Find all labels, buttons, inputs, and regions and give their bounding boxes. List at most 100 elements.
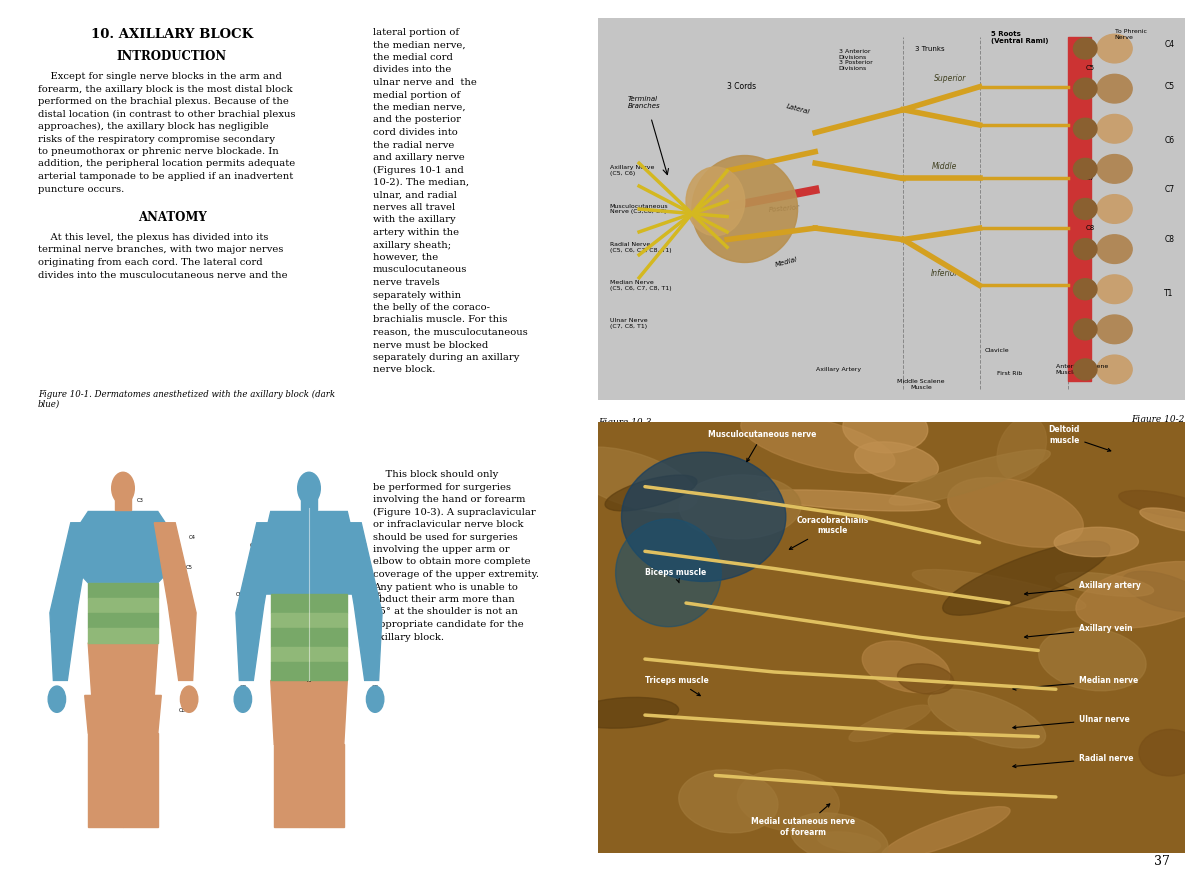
Ellipse shape [570, 698, 679, 728]
Text: 3 Cords: 3 Cords [727, 82, 756, 92]
Text: performed on the brachial plexus. Because of the: performed on the brachial plexus. Becaus… [38, 97, 289, 106]
Ellipse shape [566, 447, 697, 512]
Polygon shape [271, 662, 347, 680]
Text: C3: C3 [306, 486, 312, 491]
Text: T2: T2 [128, 558, 136, 563]
Ellipse shape [234, 686, 252, 712]
Text: and axillary nerve: and axillary nerve [373, 153, 464, 162]
Text: artery within the: artery within the [373, 228, 460, 237]
Polygon shape [124, 733, 158, 827]
Polygon shape [271, 628, 347, 647]
Text: 10-2). The median,: 10-2). The median, [373, 178, 469, 187]
Ellipse shape [622, 452, 786, 581]
Text: elbow to obtain more complete: elbow to obtain more complete [373, 558, 530, 567]
Text: Medial cutaneous nerve
of forearm: Medial cutaneous nerve of forearm [751, 804, 856, 837]
Polygon shape [89, 583, 158, 598]
Text: C8: C8 [372, 685, 379, 691]
Text: C5: C5 [186, 566, 193, 570]
Text: Except for single nerve blocks in the arm and: Except for single nerve blocks in the ar… [38, 72, 282, 81]
Ellipse shape [1139, 730, 1200, 776]
Text: cord divides into: cord divides into [373, 128, 457, 137]
Text: Median Nerve
(C5, C6, C7, C8, T1): Median Nerve (C5, C6, C7, C8, T1) [610, 280, 671, 291]
Text: T5: T5 [306, 678, 312, 683]
Text: Figure 10-1. Dermatomes anesthetized with the axillary block (dark: Figure 10-1. Dermatomes anesthetized wit… [38, 390, 335, 399]
Ellipse shape [1097, 114, 1132, 143]
Text: C7: C7 [239, 641, 246, 645]
Ellipse shape [692, 155, 798, 263]
Text: 5 Roots
(Ventral Rami): 5 Roots (Ventral Rami) [991, 31, 1049, 44]
Text: the median nerve,: the median nerve, [373, 103, 466, 112]
Text: divides into the: divides into the [373, 65, 451, 74]
Ellipse shape [948, 478, 1084, 547]
Ellipse shape [1123, 571, 1200, 611]
Text: risks of the respiratory compromise secondary: risks of the respiratory compromise seco… [38, 134, 275, 143]
Text: Lateral: Lateral [786, 104, 811, 116]
Polygon shape [271, 680, 347, 744]
Text: Median nerve: Median nerve [1013, 676, 1139, 691]
Ellipse shape [740, 413, 895, 473]
Polygon shape [89, 733, 124, 827]
Text: Radial Nerve
(C5, C6, C7, C8, T1): Radial Nerve (C5, C6, C7, C8, T1) [610, 242, 671, 252]
Ellipse shape [817, 832, 881, 852]
Polygon shape [341, 523, 382, 680]
Text: and the posterior: and the posterior [373, 115, 461, 125]
Text: Terminal
Branches: Terminal Branches [628, 95, 660, 108]
Polygon shape [85, 696, 161, 733]
Text: To Phrenic
Nerve: To Phrenic Nerve [1115, 30, 1146, 40]
Ellipse shape [1074, 79, 1097, 100]
Text: nerve travels: nerve travels [373, 278, 439, 287]
Ellipse shape [1097, 34, 1132, 63]
Ellipse shape [616, 519, 721, 627]
Ellipse shape [898, 663, 954, 694]
Text: C7: C7 [180, 670, 187, 676]
Ellipse shape [848, 705, 931, 741]
Text: C5: C5 [1164, 82, 1175, 92]
Polygon shape [89, 613, 158, 628]
Text: involving the upper arm or: involving the upper arm or [373, 545, 510, 554]
Ellipse shape [738, 770, 839, 831]
Text: addition, the peripheral location permits adequate: addition, the peripheral location permit… [38, 160, 295, 168]
Text: Coracobrachialis
muscle: Coracobrachialis muscle [790, 516, 869, 549]
Ellipse shape [366, 686, 384, 712]
Text: C6: C6 [186, 629, 193, 634]
Ellipse shape [679, 770, 778, 833]
Text: Axillary Nerve
(C5, C6): Axillary Nerve (C5, C6) [610, 165, 654, 176]
Ellipse shape [298, 472, 320, 505]
Text: with the axillary: with the axillary [373, 216, 456, 224]
Text: Ulnar nerve: Ulnar nerve [1013, 715, 1130, 729]
Text: Superior: Superior [934, 74, 966, 83]
Text: divides into the musculocutaneous nerve and the: divides into the musculocutaneous nerve … [38, 271, 288, 279]
Text: coverage of the upper extremity.: coverage of the upper extremity. [373, 570, 539, 579]
Text: C5: C5 [1085, 65, 1094, 71]
Text: C5: C5 [250, 543, 257, 547]
Text: At this level, the plexus has divided into its: At this level, the plexus has divided in… [38, 233, 269, 242]
Text: arterial tamponade to be applied if an inadvertent: arterial tamponade to be applied if an i… [38, 172, 293, 181]
Text: C8: C8 [239, 685, 246, 691]
Text: separately during an axillary: separately during an axillary [373, 353, 520, 362]
Text: T2: T2 [306, 588, 312, 593]
Ellipse shape [1074, 198, 1097, 219]
Polygon shape [260, 512, 358, 594]
Ellipse shape [1074, 238, 1097, 259]
Text: C6: C6 [1085, 122, 1094, 128]
Text: abduct their arm more than: abduct their arm more than [373, 595, 515, 604]
Text: Medial: Medial [774, 257, 798, 268]
Text: originating from each cord. The lateral cord: originating from each cord. The lateral … [38, 258, 263, 267]
Text: C4: C4 [190, 535, 196, 540]
Ellipse shape [791, 813, 888, 864]
Text: Figure 10-3: Figure 10-3 [598, 418, 652, 427]
Ellipse shape [112, 472, 134, 505]
Polygon shape [310, 744, 343, 827]
Polygon shape [271, 594, 347, 613]
Ellipse shape [1074, 38, 1097, 59]
Text: brachialis muscle. For this: brachialis muscle. For this [373, 315, 508, 325]
Text: Axillary artery: Axillary artery [1025, 581, 1141, 595]
Ellipse shape [842, 403, 928, 453]
Polygon shape [271, 613, 347, 628]
Text: C8: C8 [179, 708, 186, 713]
Text: C7: C7 [372, 641, 379, 645]
Text: terminal nerve branches, with two major nerves: terminal nerve branches, with two major … [38, 245, 283, 255]
Ellipse shape [862, 641, 950, 692]
Ellipse shape [882, 807, 1010, 859]
Ellipse shape [48, 686, 66, 712]
